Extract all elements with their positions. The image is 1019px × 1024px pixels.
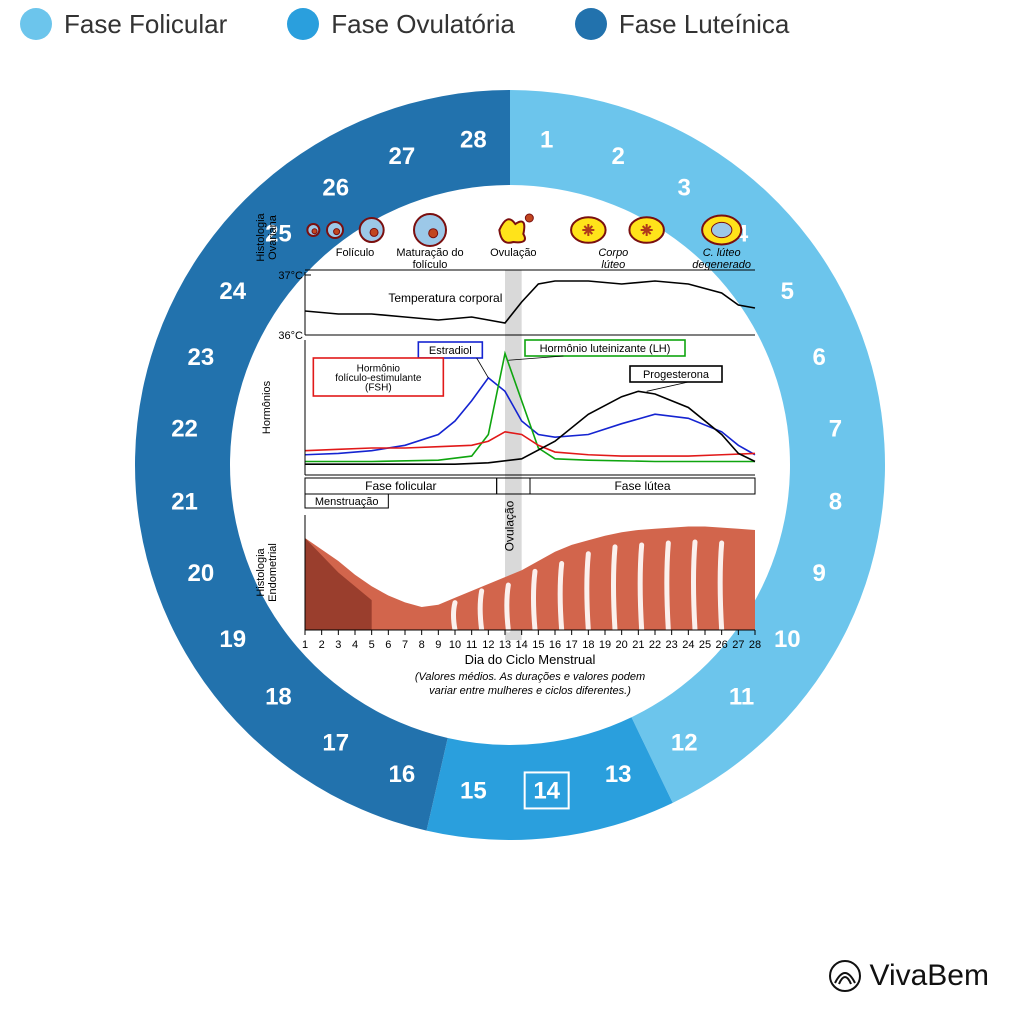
legend-item-folicular: Fase Folicular [20, 8, 227, 40]
x-tick: 9 [435, 639, 441, 651]
svg-text:37°C: 37°C [278, 270, 303, 282]
wheel-day-17: 17 [322, 729, 349, 756]
x-tick: 10 [449, 639, 461, 651]
x-tick: 25 [699, 639, 711, 651]
x-tick: 24 [682, 639, 694, 651]
x-tick: 12 [482, 639, 494, 651]
x-tick: 16 [549, 639, 561, 651]
x-tick: 7 [402, 639, 408, 651]
wheel-day-7: 7 [829, 415, 842, 442]
phase-bar-label: Fase lútea [614, 479, 670, 493]
legend-swatch-luteinica [575, 8, 607, 40]
histology-stage-label: C. lúteo [703, 247, 741, 259]
brand-icon [827, 958, 863, 994]
x-tick: 14 [516, 639, 528, 651]
x-tick: 28 [749, 639, 761, 651]
wheel-day-14: 14 [533, 777, 560, 804]
x-axis-label: Dia do Ciclo Menstrual [465, 652, 596, 667]
x-tick: 8 [419, 639, 425, 651]
svg-text:lúteo: lúteo [601, 259, 625, 271]
svg-text:variar entre mulheres e ciclos: variar entre mulheres e ciclos diferente… [429, 685, 631, 697]
x-tick: 27 [732, 639, 744, 651]
wheel-day-23: 23 [188, 344, 215, 371]
wheel-day-16: 16 [388, 761, 415, 788]
svg-text:Hormônio luteinizante (LH): Hormônio luteinizante (LH) [540, 343, 671, 355]
phase-bar-label: Fase folicular [365, 479, 436, 493]
wheel-day-2: 2 [611, 143, 624, 170]
histology-stage-label: Maturação do [396, 247, 463, 259]
wheel-day-15: 15 [460, 777, 487, 804]
x-tick: 21 [632, 639, 644, 651]
temperature-label: Temperatura corporal [388, 291, 502, 305]
wheel-day-28: 28 [460, 127, 487, 154]
wheel-day-19: 19 [219, 626, 246, 653]
brand-logo: VivaBem [827, 958, 989, 994]
wheel-day-10: 10 [774, 626, 801, 653]
x-tick: 20 [616, 639, 628, 651]
x-tick: 13 [499, 639, 511, 651]
x-tick: 18 [582, 639, 594, 651]
wheel-day-12: 12 [671, 729, 698, 756]
wheel-day-5: 5 [781, 278, 794, 305]
wheel-day-22: 22 [171, 415, 198, 442]
histology-stage-label: Corpo [598, 247, 628, 259]
wheel-day-9: 9 [812, 560, 825, 587]
x-tick: 3 [335, 639, 341, 651]
svg-text:Ovariana: Ovariana [267, 214, 279, 260]
x-tick: 15 [532, 639, 544, 651]
menstruation-label: Menstruação [315, 496, 379, 508]
legend-swatch-folicular [20, 8, 52, 40]
x-tick: 23 [666, 639, 678, 651]
wheel-day-6: 6 [812, 344, 825, 371]
x-tick: 4 [352, 639, 358, 651]
wheel-day-3: 3 [678, 175, 691, 202]
x-tick: 6 [385, 639, 391, 651]
wheel-day-1: 1 [540, 127, 553, 154]
svg-text:(FSH): (FSH) [365, 383, 392, 394]
footnote: (Valores médios. As durações e valores p… [415, 671, 645, 683]
x-tick: 17 [566, 639, 578, 651]
svg-text:degenerado: degenerado [692, 259, 751, 271]
x-tick: 11 [466, 639, 477, 651]
hormone-line-fsh [305, 432, 755, 456]
temperature-line [305, 281, 755, 323]
brand-name: VivaBem [869, 959, 989, 993]
svg-text:Hormônios: Hormônios [261, 380, 273, 434]
svg-text:36°C: 36°C [278, 330, 303, 342]
x-tick: 22 [649, 639, 661, 651]
wheel-day-13: 13 [605, 761, 632, 788]
legend: Fase Folicular Fase Ovulatória Fase Lute… [0, 8, 1019, 40]
svg-text:folículo: folículo [413, 259, 448, 271]
svg-text:Endometrial: Endometrial [267, 543, 279, 602]
x-tick: 1 [302, 639, 308, 651]
x-tick: 19 [599, 639, 611, 651]
legend-label-folicular: Fase Folicular [64, 9, 227, 40]
svg-text:Estradiol: Estradiol [429, 345, 472, 357]
svg-text:Ovulação: Ovulação [502, 500, 516, 551]
legend-swatch-ovulatoria [287, 8, 319, 40]
wheel-day-8: 8 [829, 489, 842, 516]
wheel-day-21: 21 [171, 489, 198, 516]
legend-label-luteinica: Fase Luteínica [619, 9, 790, 40]
legend-item-luteinica: Fase Luteínica [575, 8, 790, 40]
x-tick: 2 [319, 639, 325, 651]
legend-label-ovulatoria: Fase Ovulatória [331, 9, 515, 40]
wheel-day-27: 27 [388, 143, 415, 170]
svg-text:Histologia: Histologia [255, 212, 267, 261]
x-tick: 5 [369, 639, 375, 651]
svg-text:Histologia: Histologia [255, 547, 267, 596]
wheel-day-24: 24 [219, 278, 246, 305]
wheel-day-26: 26 [322, 175, 349, 202]
cycle-diagram: HistologiaOvarianaFolículoMaturação dofo… [250, 200, 770, 720]
legend-item-ovulatoria: Fase Ovulatória [287, 8, 515, 40]
histology-stage-label: Folículo [336, 247, 375, 259]
wheel-day-20: 20 [188, 560, 215, 587]
x-tick: 26 [716, 639, 728, 651]
histology-stage-label: Ovulação [490, 247, 536, 259]
svg-text:Progesterona: Progesterona [643, 369, 710, 381]
